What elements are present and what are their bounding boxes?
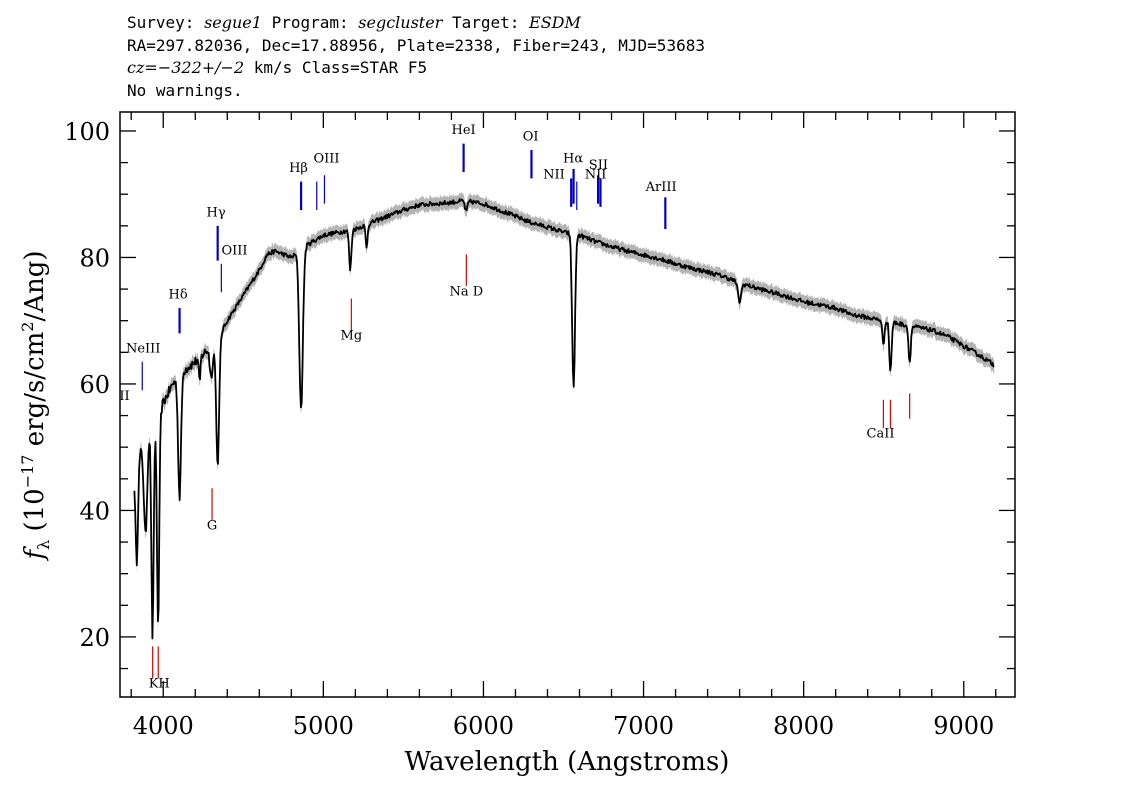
- x-tick-label: 4000: [133, 712, 194, 740]
- header-line-warnings: No warnings.: [127, 80, 243, 100]
- emission-line-label: NII: [585, 167, 607, 182]
- spectrum-line: [133, 198, 995, 640]
- x-axis-label: Wavelength (Angstroms): [405, 747, 730, 777]
- y-tick-label: 60: [79, 371, 110, 399]
- y-axis-label-subscript: λ: [34, 540, 53, 550]
- program-value: segcluster: [358, 13, 443, 32]
- x-tick-label: 5000: [293, 712, 354, 740]
- emission-line-label: OII: [109, 389, 130, 404]
- emission-line-label: SII: [589, 158, 608, 173]
- absorption-line-label: CaII: [867, 427, 895, 442]
- emission-line-label: OIII: [313, 152, 339, 167]
- target-value: ESDM: [529, 13, 581, 32]
- y-tick-label: 100: [64, 118, 110, 146]
- spectrum-header: Survey: segue1 Program: segcluster Targe…: [127, 12, 705, 102]
- emission-line-label: Hβ: [289, 161, 308, 176]
- absorption-line-label: Na D: [449, 284, 483, 299]
- spectrum-layer: [133, 198, 995, 640]
- redshift-value: cz=−322+/−2: [127, 58, 245, 77]
- emission-line-label: OIII: [221, 243, 247, 258]
- y-axis-label-exponent1: −17: [18, 455, 37, 489]
- absorption-line-label: KH: [149, 677, 170, 692]
- plot-frame: [119, 111, 1016, 698]
- axis-ticks: [120, 112, 1015, 697]
- emission-line-label: HeI: [452, 123, 476, 138]
- y-tick-label: 20: [79, 624, 110, 652]
- error-band: [134, 192, 995, 646]
- x-tick-label: 8000: [773, 712, 834, 740]
- absorption-line-label: G: [207, 518, 217, 533]
- y-axis-label-exponent2: 2: [18, 322, 37, 332]
- x-tick-label: 9000: [933, 712, 994, 740]
- emission-line-label: Hα: [563, 152, 583, 167]
- emission-line-label: Hγ: [207, 205, 226, 220]
- y-axis-label: fλ (10−17 erg/s/cm2/Ang): [18, 250, 53, 561]
- survey-value: segue1: [204, 13, 262, 32]
- y-tick-label: 80: [79, 244, 110, 272]
- classification-text: km/s Class=STAR F5: [244, 58, 428, 77]
- emission-line-label: NII: [543, 167, 565, 182]
- error-band-layer: [134, 192, 995, 646]
- y-axis-label-part1: (10: [20, 488, 50, 540]
- y-axis-label-part3: /Ang): [20, 250, 50, 321]
- survey-label: Survey:: [127, 13, 205, 32]
- header-line-survey: Survey: segue1 Program: segcluster Targe…: [127, 12, 705, 35]
- y-tick-label: 40: [79, 497, 110, 525]
- target-label: Target:: [442, 13, 530, 32]
- absorption-line-label: Mg: [341, 329, 363, 344]
- emission-line-label: NeIII: [126, 341, 160, 356]
- emission-line-label: Hδ: [169, 288, 188, 303]
- y-axis-label-part2: erg/s/cm: [20, 332, 50, 455]
- header-line-coordinates: RA=297.82036, Dec=17.88956, Plate=2338, …: [127, 35, 705, 55]
- header-line-redshift: cz=−322+/−2 km/s Class=STAR F5: [127, 57, 705, 80]
- emission-line-label: OI: [523, 129, 539, 144]
- x-tick-label: 7000: [613, 712, 674, 740]
- x-tick-label: 6000: [453, 712, 514, 740]
- axis-tick-labels: 4000 5000 6000 7000 8000 9000 20 40 60 80 100: [64, 118, 994, 740]
- emission-line-label: ArIII: [645, 180, 677, 195]
- program-label: Program:: [261, 13, 359, 32]
